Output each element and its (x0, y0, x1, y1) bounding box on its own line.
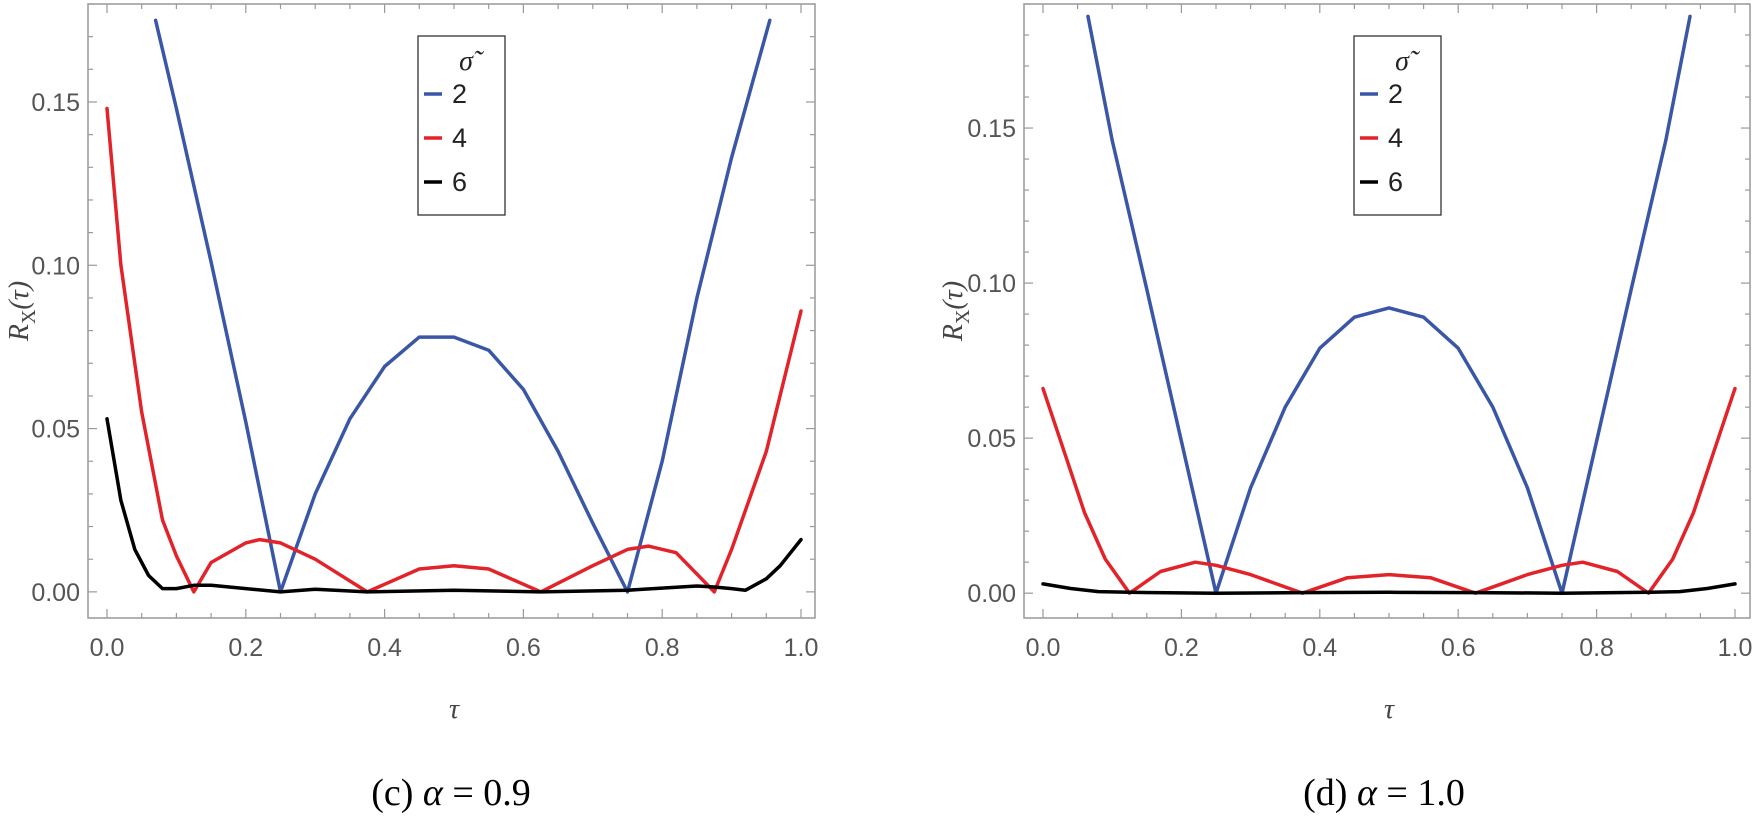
legend-label-2: 2 (452, 79, 467, 109)
legend-label-4: 4 (452, 123, 467, 153)
y-tick-label: 0.05 (967, 425, 1016, 453)
x-axis-label: τ (1384, 694, 1395, 725)
caption-prefix: (c) (371, 772, 423, 814)
x-tick-label: 0.4 (367, 634, 402, 662)
x-tick-label: 0.2 (228, 634, 263, 662)
caption-variable: α (1357, 772, 1378, 814)
legend-label-6: 6 (452, 167, 467, 197)
series-line-4 (105, 106, 803, 594)
y-tick-label: 0.15 (31, 89, 80, 117)
caption-variable: α (423, 772, 444, 814)
y-axis-label-sub: X (952, 309, 974, 324)
y-axis-label: RX(τ) (4, 281, 40, 342)
caption-prefix: (d) (1303, 772, 1357, 814)
legend-label-2: 2 (1388, 79, 1403, 109)
chart-panel-d: 0.0 0.2 0.4 0.6 0.8 1.00.000.050.100.15σ̃246τ… (938, 3, 1752, 814)
y-tick-label: 0.05 (31, 416, 80, 444)
x-tick-label: 0.0 (1026, 634, 1061, 662)
x-tick-label: 0.6 (1441, 634, 1476, 662)
y-axis-label-arg: (τ) (4, 281, 35, 310)
chart-panel-c: 0.0 0.2 0.4 0.6 0.8 1.00.000.050.100.15σ̃246τ… (4, 3, 819, 814)
series-line-4 (1041, 386, 1737, 595)
y-tick-label: 0.00 (31, 579, 80, 607)
panel-caption: (c) α = 0.9 (371, 772, 531, 814)
x-tick-label: 1.0 (1718, 634, 1752, 662)
legend-label-6: 6 (1388, 167, 1403, 197)
y-tick-label: 0.00 (967, 580, 1016, 608)
x-tick-label: 0.6 (506, 634, 541, 662)
x-tick-label: 1.0 (784, 634, 819, 662)
panel-caption: (d) α = 1.0 (1303, 772, 1465, 814)
series-line-2 (153, 18, 772, 594)
x-tick-label: 0.8 (645, 634, 680, 662)
y-tick-label: 0.10 (31, 252, 80, 280)
x-tick-label: 0.4 (1302, 634, 1337, 662)
caption-value: = 0.9 (443, 772, 531, 814)
legend-label-4: 4 (1388, 123, 1403, 153)
legend-box (417, 35, 506, 216)
y-axis-label-arg: (τ) (938, 281, 969, 310)
y-axis-label-sub: X (18, 309, 40, 324)
series-line-6 (105, 417, 803, 594)
series-line-6 (1041, 582, 1737, 595)
x-tick-label: 0.2 (1164, 634, 1199, 662)
legend-box (1353, 35, 1442, 216)
y-tick-label: 0.10 (967, 270, 1016, 298)
x-axis-label: τ (449, 694, 460, 725)
x-tick-label: 0.8 (1579, 634, 1614, 662)
y-axis-label: RX(τ) (938, 281, 974, 342)
series-line-2 (1086, 14, 1692, 595)
y-tick-label: 0.15 (967, 115, 1016, 143)
x-tick-label: 0.0 (90, 634, 125, 662)
y-axis-label-main: R (938, 324, 969, 342)
plot-frame (1023, 3, 1751, 619)
plot-frame (87, 3, 816, 619)
y-axis-label-main: R (4, 324, 35, 342)
caption-value: = 1.0 (1377, 772, 1465, 814)
